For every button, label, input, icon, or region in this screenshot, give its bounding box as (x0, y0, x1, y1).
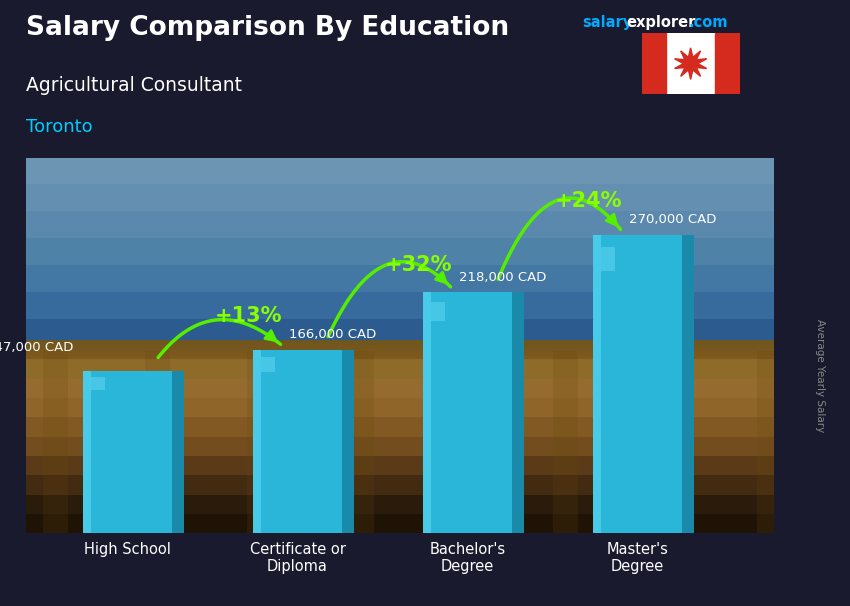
Bar (26, 355, 774, 356)
Bar (26, 351, 774, 352)
Text: 218,000 CAD: 218,000 CAD (459, 270, 547, 284)
Bar (26, 341, 774, 342)
Bar (26, 348, 774, 350)
Bar (42, 351, 68, 533)
Bar (431, 302, 445, 321)
Bar (26, 352, 774, 353)
Bar (26, 343, 774, 344)
Bar (26, 238, 774, 265)
Bar (26, 514, 774, 533)
Bar (348, 351, 374, 533)
Bar (26, 340, 774, 341)
Bar (83, 371, 91, 533)
Bar (26, 158, 774, 184)
Text: +32%: +32% (385, 255, 452, 275)
Bar (423, 292, 512, 533)
Bar (26, 342, 774, 343)
Bar (552, 351, 578, 533)
Text: Toronto: Toronto (26, 118, 92, 136)
Bar (26, 436, 774, 456)
Text: salary: salary (582, 15, 632, 30)
Bar (593, 235, 601, 533)
Bar (26, 475, 774, 494)
Bar (83, 371, 172, 533)
Bar (26, 398, 774, 418)
Bar (26, 456, 774, 475)
Bar (26, 418, 774, 436)
Bar (26, 353, 774, 355)
Bar (450, 351, 476, 533)
Bar (601, 247, 615, 271)
Text: +13%: +13% (215, 306, 282, 327)
Polygon shape (682, 235, 694, 533)
Bar (26, 356, 774, 358)
Text: +24%: +24% (555, 191, 622, 211)
Bar (91, 378, 105, 390)
Bar (423, 292, 431, 533)
Bar (253, 350, 261, 533)
Text: 270,000 CAD: 270,000 CAD (629, 213, 717, 226)
Polygon shape (342, 350, 354, 533)
Bar (26, 350, 774, 351)
Bar (26, 359, 774, 379)
Bar (26, 211, 774, 238)
Text: .com: .com (688, 15, 728, 30)
Bar (756, 351, 782, 533)
Bar (593, 235, 682, 533)
Bar (654, 351, 680, 533)
Polygon shape (675, 48, 706, 79)
Bar (26, 184, 774, 211)
Text: 147,000 CAD: 147,000 CAD (0, 341, 73, 355)
Text: Salary Comparison By Education: Salary Comparison By Education (26, 15, 508, 41)
Bar (26, 360, 774, 361)
Bar (144, 351, 170, 533)
Polygon shape (172, 371, 184, 533)
Bar (26, 344, 774, 345)
Bar (642, 33, 666, 94)
Polygon shape (512, 292, 524, 533)
Bar (26, 359, 774, 360)
Bar (26, 319, 774, 345)
Bar (715, 33, 740, 94)
Bar (26, 358, 774, 359)
Bar (26, 379, 774, 398)
Text: Agricultural Consultant: Agricultural Consultant (26, 76, 241, 95)
Text: explorer: explorer (626, 15, 696, 30)
Bar (26, 361, 774, 362)
Bar (246, 351, 272, 533)
Bar (261, 357, 275, 372)
Bar (253, 350, 342, 533)
Bar (26, 291, 774, 319)
Bar (26, 345, 774, 347)
Bar (26, 494, 774, 514)
Bar (26, 340, 774, 359)
Text: Average Yearly Salary: Average Yearly Salary (815, 319, 825, 432)
Bar (26, 347, 774, 348)
Text: 166,000 CAD: 166,000 CAD (289, 328, 377, 341)
Bar (26, 265, 774, 291)
